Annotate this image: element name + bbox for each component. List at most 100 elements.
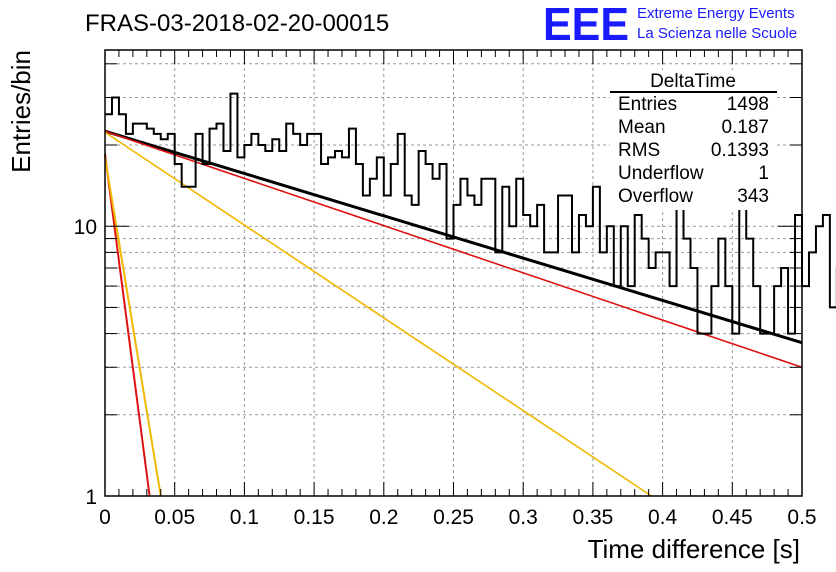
histogram-bin [230,94,237,496]
histogram-bin [670,286,677,496]
histogram-bin [572,252,579,496]
histogram-bin [823,215,830,496]
y-tick-label: 10 [74,216,97,239]
histogram-outline [105,92,836,335]
histogram-bin [272,139,279,496]
histogram-bin [607,226,614,496]
histogram-bin [760,334,767,496]
histogram-bin [112,98,119,496]
histogram-bin [168,134,175,496]
histogram-bin [391,164,398,496]
histogram-bin [467,195,474,496]
histogram-bin [377,157,384,496]
fit-line [104,154,151,497]
histogram-bin [795,215,802,496]
histogram-bin [523,215,530,496]
histogram-bin [642,239,649,496]
x-tick-labels: 0 0.05 0.1 0.15 0.2 0.25 0.3 0.35 0.4 0.45 0.5 [99,506,816,529]
x-tick-label: 0 [99,506,111,529]
histogram-bin [210,129,217,496]
stats-label: RMS [618,140,660,161]
histogram-bin [704,334,711,496]
histogram-bin [711,286,718,496]
histogram-bin [663,252,670,496]
histogram-bin [495,252,502,496]
histogram-bin [182,187,189,496]
stats-value: 343 [737,186,769,207]
histogram-bin [154,134,161,496]
x-axis-label: Time difference [s] [588,534,800,564]
histogram-bin [370,179,377,496]
histogram-bin [419,151,426,496]
histogram-series [105,92,836,496]
histogram-bin [530,226,537,496]
grid-lines [105,50,802,496]
histogram-bin [328,157,335,496]
chart-title: FRAS-03-2018-02-20-00015 [85,10,389,37]
histogram-bin [258,145,265,496]
histogram-bin [565,195,572,496]
histogram-bin [189,187,196,496]
histogram-bin [684,239,691,496]
histogram-bin [753,286,760,496]
stats-value: 0.1393 [711,140,769,161]
histogram-bin [460,179,467,496]
y-axis-label: Entries/bin [6,50,36,173]
histogram-bin [237,157,244,496]
stats-value: 0.187 [721,117,769,138]
stats-label: Mean [618,117,666,138]
histogram-bin [384,195,391,496]
stats-value: 1 [758,163,769,184]
histogram-bin [677,195,684,496]
x-tick-label: 0.2 [369,506,398,529]
histogram-bin [223,151,230,496]
fit-line [104,131,652,497]
histogram-bin [600,252,607,496]
stats-value: 1498 [727,94,769,115]
histogram-bin [342,157,349,496]
histogram-bin [335,151,342,496]
histogram-bin [816,226,823,496]
histogram-bin [614,286,621,496]
histogram-bin [767,334,774,496]
histogram-bin [349,129,356,496]
histogram-bin [244,145,251,496]
histogram-bin [593,187,600,496]
histogram-bin [809,252,816,496]
histogram-bin [454,205,461,496]
y-tick-labels: 1 10 [74,216,97,509]
histogram-bin [251,134,258,496]
histogram-bin [579,215,586,496]
histogram-bin [474,205,481,496]
x-tick-label: 0.15 [294,506,335,529]
histogram-bin [293,134,300,496]
x-tick-label: 0.3 [509,506,538,529]
fit-line [104,130,803,369]
stats-label: Entries [618,94,677,115]
histogram-bin [551,252,558,496]
histogram-bin [412,205,419,496]
histogram-bin [830,307,836,496]
axis-ticks [104,50,803,497]
logo-line-2: La Scienza nelle Scuole [637,25,797,42]
histogram-bin [405,195,412,496]
histogram-bin [774,286,781,496]
histogram-bin [265,151,272,496]
histogram-bin [509,226,516,496]
stats-box: DeltaTime Entries 1498 Mean 0.187 RMS 0.… [610,70,777,210]
x-tick-label: 0.45 [712,506,753,529]
stats-label: Underflow [618,163,704,184]
histogram-bin [502,187,509,496]
histogram-bin [725,286,732,496]
histogram-bin [147,129,154,496]
histogram-bin [697,334,704,496]
histogram-bin [433,179,440,496]
histogram-bin [544,252,551,496]
histogram-bin [196,134,203,496]
histogram-bin [690,268,697,496]
stats-title: DeltaTime [650,71,736,92]
histogram-bin [635,215,642,496]
histogram-bin [286,124,293,496]
histogram-bin [481,179,488,496]
histogram-bin [307,134,314,496]
